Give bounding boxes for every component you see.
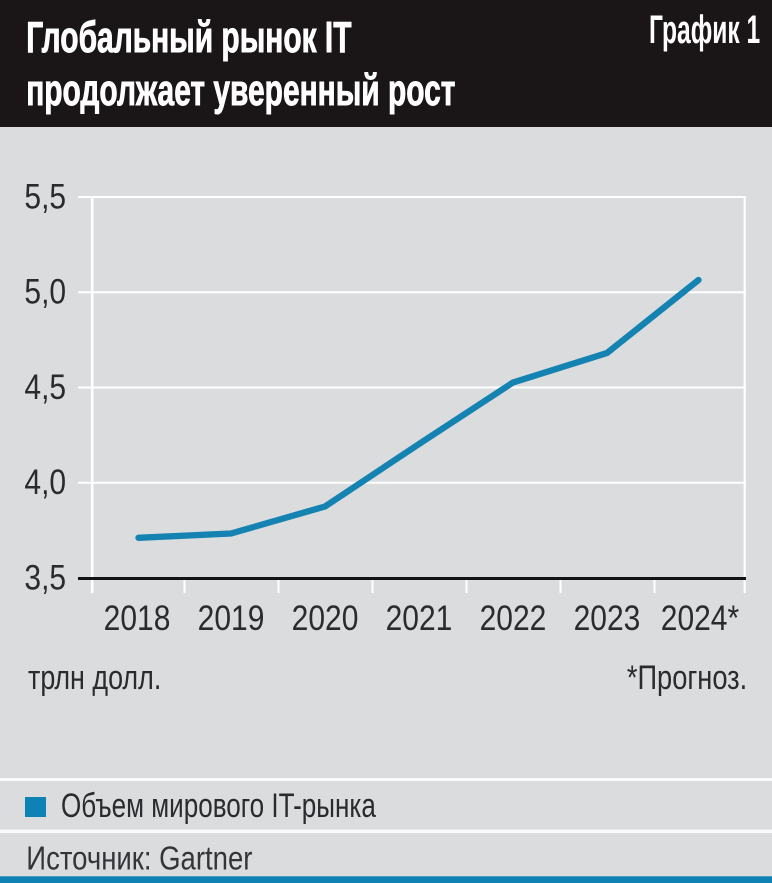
svg-text:трлн долл.: трлн долл. [28, 658, 161, 697]
svg-text:*Прогноз.: *Прогноз. [627, 658, 747, 697]
svg-text:2018: 2018 [104, 598, 171, 638]
svg-text:5,0: 5,0 [24, 271, 66, 311]
svg-text:2022: 2022 [480, 598, 547, 638]
svg-text:4,0: 4,0 [24, 462, 66, 502]
svg-text:2020: 2020 [292, 598, 359, 638]
svg-text:4,5: 4,5 [24, 367, 66, 407]
svg-text:2023: 2023 [574, 598, 641, 638]
svg-text:Источник: Gartner: Источник: Gartner [26, 840, 252, 877]
svg-text:3,5: 3,5 [24, 557, 66, 597]
svg-text:Глобальный рынок IT: Глобальный рынок IT [26, 12, 351, 61]
svg-text:2024*: 2024* [661, 598, 740, 638]
svg-text:продолжает уверенный рост: продолжает уверенный рост [26, 65, 455, 114]
svg-text:5,5: 5,5 [24, 176, 66, 216]
svg-text:2019: 2019 [198, 598, 265, 638]
svg-text:2021: 2021 [386, 598, 453, 638]
svg-text:График 1: График 1 [649, 7, 760, 51]
svg-text:Объем мирового IT-рынка: Объем мирового IT-рынка [61, 787, 376, 825]
